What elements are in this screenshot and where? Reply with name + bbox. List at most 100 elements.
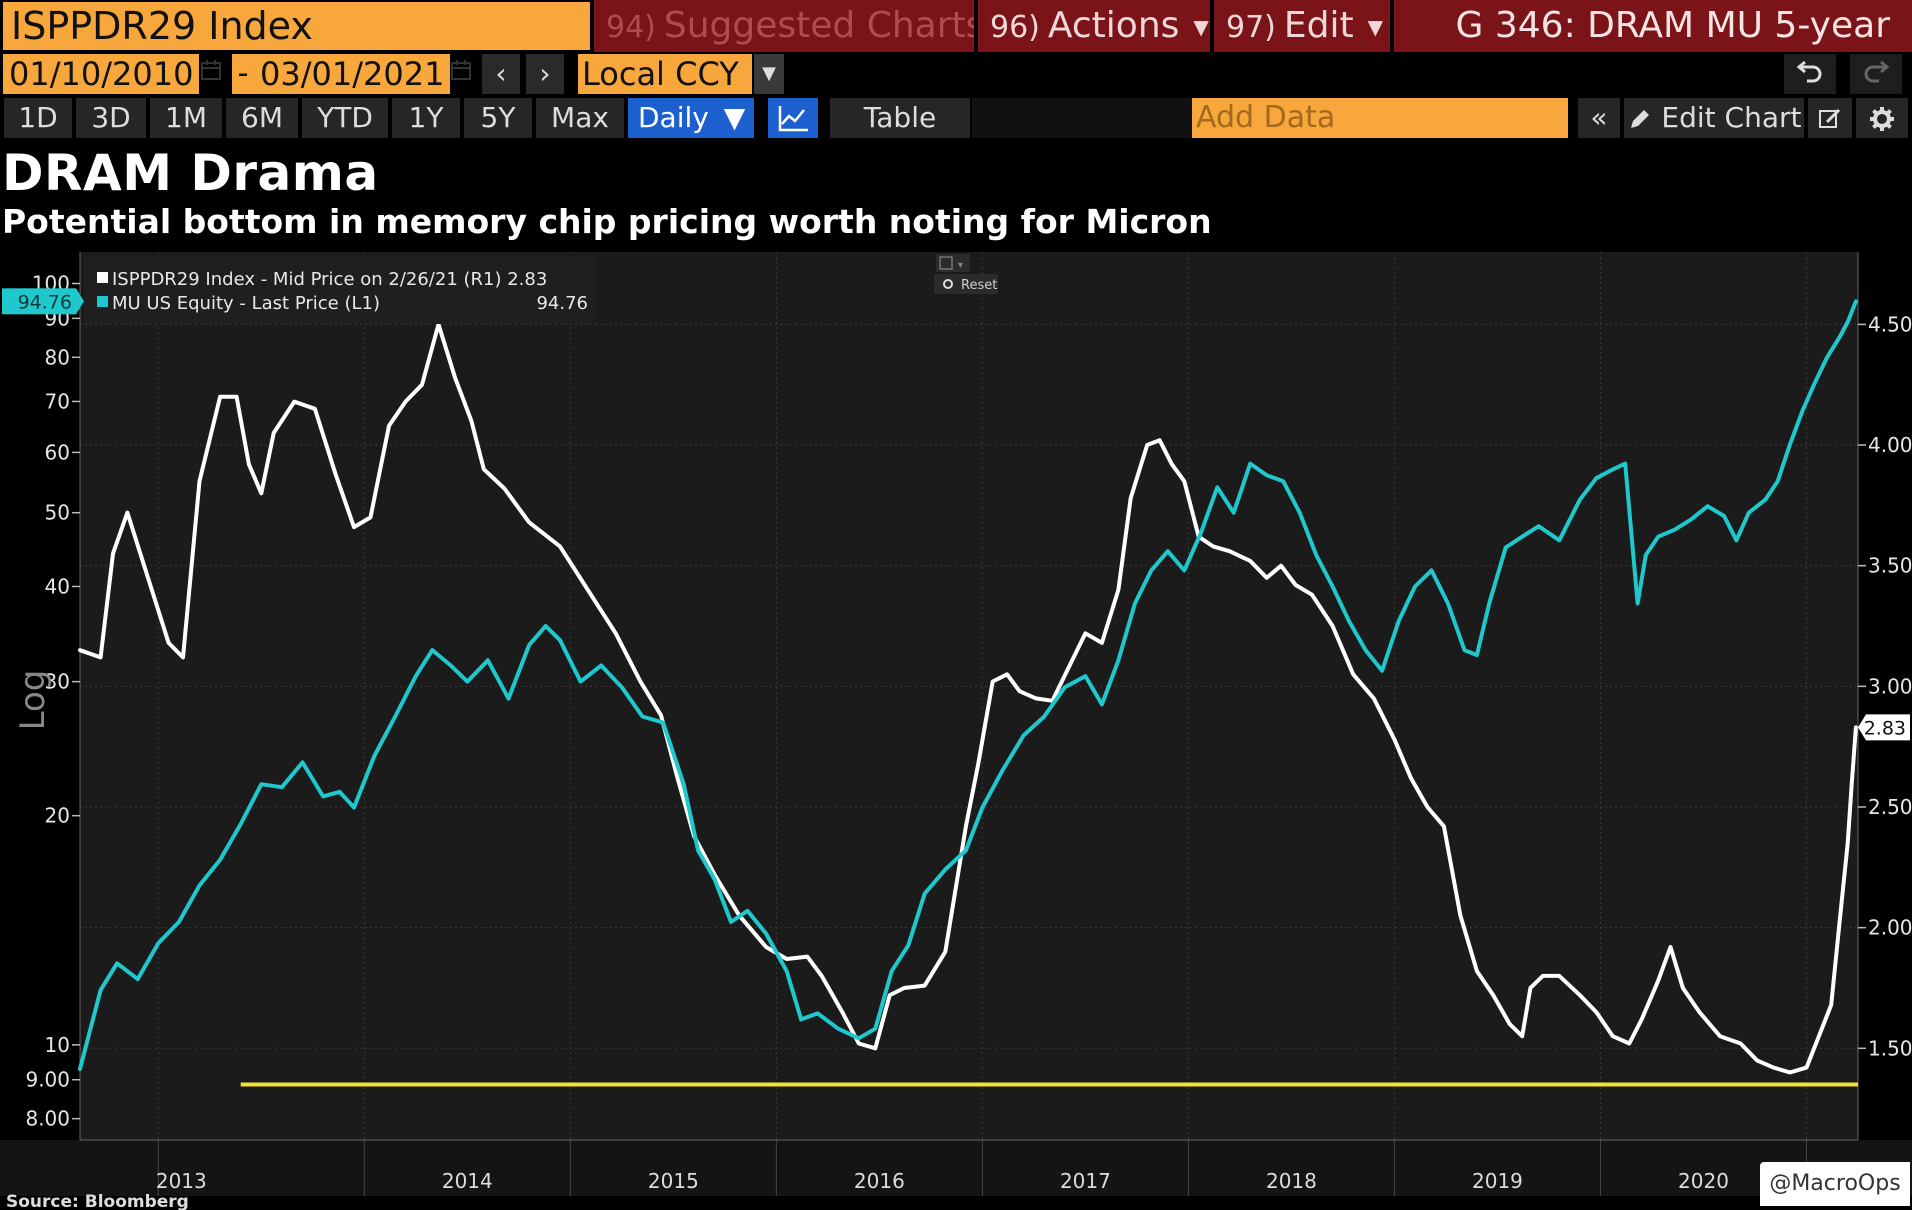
x-tick-label: 2018 [1266, 1169, 1317, 1193]
x-tick-label: 2014 [442, 1169, 493, 1193]
x-tick-label: 2016 [854, 1169, 905, 1193]
pencil-icon [1630, 110, 1649, 128]
left-tick-label: 60 [45, 440, 70, 464]
edit-chart-label: Edit Chart [1661, 101, 1802, 134]
command-bar: ISPPDR29 Index 94) Suggested Charts 96) Ac… [0, 0, 1912, 52]
mu-last-value-label: 94.76 [18, 291, 72, 313]
chevron-down-icon: ▾ [958, 260, 963, 271]
suggested-charts-button[interactable]: 94) Suggested Charts [594, 0, 974, 52]
chart-main-title: DRAM Drama [2, 144, 379, 202]
legend-swatch-white [97, 272, 108, 283]
edit-number: 97) [1226, 10, 1276, 45]
chevron-left-icon[interactable]: ‹ [482, 54, 520, 94]
currency-select[interactable]: Local CCY [578, 54, 752, 94]
toolbar-spacer [972, 98, 1192, 138]
actions-button[interactable]: 96) Actions ▼ [978, 0, 1210, 52]
chevron-right-icon[interactable]: › [526, 54, 564, 94]
right-tick-label: 4.50 [1868, 312, 1912, 336]
isppdr29-last-value-label: 2.83 [1864, 717, 1906, 739]
legend-swatch-teal [97, 296, 108, 307]
left-tick-label: 8.00 [25, 1107, 70, 1131]
edit-chart-button[interactable]: Edit Chart [1624, 98, 1804, 138]
x-axis-band [0, 1140, 1912, 1196]
caret-down-icon: ▼ [1367, 15, 1383, 39]
reset-icon [943, 279, 953, 289]
right-axis: 1.50 2.00 2.50 3.00 3.50 4.00 4.50 [1857, 252, 1912, 1140]
period-1m-button[interactable]: 1M [150, 98, 222, 138]
left-tick-label: 80 [45, 345, 70, 369]
legend-box [84, 256, 596, 324]
period-1d-button[interactable]: 1D [4, 98, 72, 138]
start-date-input[interactable]: 01/10/2010 [3, 54, 199, 94]
annotate-icon[interactable] [1808, 98, 1852, 138]
left-tick-label: 10 [45, 1033, 70, 1057]
period-3d-button[interactable]: 3D [76, 98, 146, 138]
period-5y-button[interactable]: 5Y [464, 98, 532, 138]
mu-last-value-marker [2, 288, 76, 315]
isppdr29-series-line [78, 322, 1858, 1075]
right-tick-label: 2.00 [1868, 916, 1912, 940]
line-chart-icon[interactable] [768, 98, 818, 138]
chart-legend[interactable]: ISPPDR29 Index - Mid Price on 2/26/21 (R… [84, 256, 596, 324]
legend-entry-mu-value: 94.76 [536, 293, 588, 314]
x-tick-label: 2019 [1472, 1169, 1523, 1193]
collapse-icon[interactable]: « [1578, 98, 1620, 138]
period-toolbar: 1D 3D 1M 6M YTD 1Y 5Y Max Daily ▼ Table … [0, 96, 1912, 140]
left-tick-label: 9.00 [25, 1068, 70, 1092]
mu-last-value-pointer [76, 288, 84, 315]
frequency-select[interactable]: Daily ▼ [628, 98, 754, 138]
zoom-toggle [936, 254, 970, 272]
calendar-icon[interactable] [196, 56, 226, 92]
security-field[interactable]: ISPPDR29 Index [3, 2, 590, 50]
dram-mu-line-chart[interactable]: 2013 2014 2015 2016 2017 2018 2019 2020 8.00 9.0… [0, 246, 1912, 1210]
last-value-markers: 94.76 2.83 [2, 288, 1910, 741]
left-axis-label: Log [13, 670, 53, 731]
zoom-control[interactable]: ▾ [936, 254, 970, 272]
reset-button[interactable]: Reset [934, 274, 998, 294]
period-6m-button[interactable]: 6M [226, 98, 298, 138]
period-max-button[interactable]: Max [536, 98, 624, 138]
zoom-checkbox-icon [939, 256, 953, 270]
period-ytd-button[interactable]: YTD [302, 98, 388, 138]
actions-label: Actions [1047, 5, 1180, 46]
gear-icon[interactable] [1856, 98, 1908, 138]
caret-down-icon: ▼ [1193, 15, 1209, 39]
suggested-charts-number: 94) [606, 10, 656, 45]
right-tick-label: 3.00 [1868, 674, 1912, 698]
isppdr29-last-value-marker [1858, 714, 1910, 741]
calendar-icon[interactable] [446, 56, 476, 92]
plot-area [80, 252, 1858, 1140]
date-range-separator: - [232, 54, 254, 94]
x-tick-label: 2020 [1678, 1169, 1729, 1193]
currency-dropdown-icon[interactable]: ▼ [754, 54, 784, 94]
undo-icon[interactable] [1784, 54, 1836, 94]
add-data-input[interactable]: Add Data [1192, 98, 1568, 138]
x-tick-label: 2017 [1060, 1169, 1111, 1193]
reset-label: Reset [961, 278, 997, 293]
end-date-input[interactable]: 03/01/2021 [254, 54, 450, 94]
macroops-watermark: @MacroOps [1760, 1162, 1910, 1206]
edit-label: Edit [1283, 5, 1354, 46]
source-note: Source: Bloomberg [6, 1192, 189, 1210]
left-tick-label: 50 [45, 501, 70, 525]
right-tick-label: 2.50 [1868, 795, 1912, 819]
x-tick-label: 2015 [648, 1169, 699, 1193]
period-1y-button[interactable]: 1Y [392, 98, 460, 138]
redo-icon[interactable] [1850, 54, 1902, 94]
right-tick-label: 1.50 [1868, 1036, 1912, 1060]
suggested-charts-label: Suggested Charts [663, 5, 974, 46]
left-tick-label: 30 [45, 670, 70, 694]
left-tick-label: 40 [45, 574, 70, 598]
date-range-bar: 01/10/2010 - 03/01/2021 ‹ › Local CCY ▼ [0, 52, 1912, 96]
left-tick-label: 20 [45, 804, 70, 828]
table-button[interactable]: Table [830, 98, 970, 138]
mu-series-line [78, 299, 1858, 1071]
frequency-label: Daily [638, 101, 709, 134]
grid-lines [80, 252, 1858, 1140]
chart-subtitle: Potential bottom in memory chip pricing … [2, 202, 1212, 241]
reset-button-bg [934, 274, 998, 294]
x-axis: 2013 2014 2015 2016 2017 2018 2019 2020 [80, 1139, 1858, 1196]
legend-entry-mu: MU US Equity - Last Price (L1) [112, 293, 380, 314]
edit-button[interactable]: 97) Edit ▼ [1214, 0, 1390, 52]
